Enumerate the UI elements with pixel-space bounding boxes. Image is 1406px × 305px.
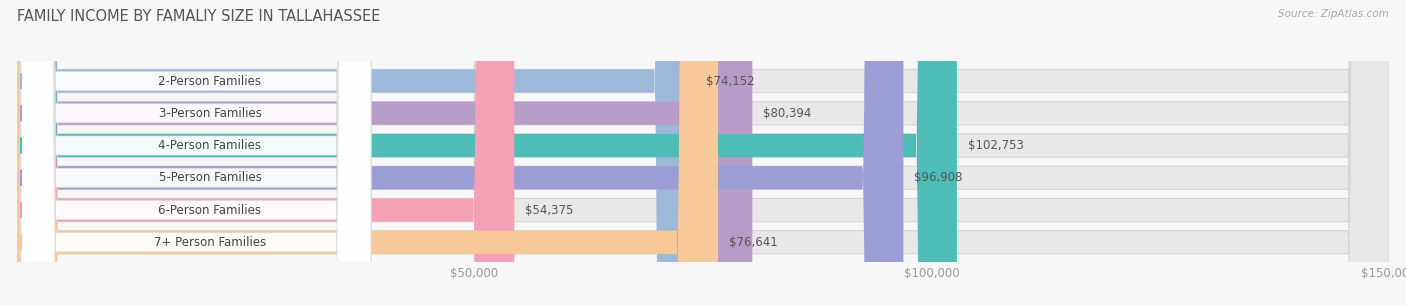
FancyBboxPatch shape bbox=[17, 0, 1389, 305]
FancyBboxPatch shape bbox=[21, 0, 371, 305]
Text: $76,641: $76,641 bbox=[728, 236, 778, 249]
FancyBboxPatch shape bbox=[17, 0, 957, 305]
Text: 4-Person Families: 4-Person Families bbox=[159, 139, 262, 152]
FancyBboxPatch shape bbox=[17, 0, 515, 305]
FancyBboxPatch shape bbox=[17, 0, 1389, 305]
Text: 7+ Person Families: 7+ Person Families bbox=[153, 236, 266, 249]
Text: $54,375: $54,375 bbox=[526, 203, 574, 217]
FancyBboxPatch shape bbox=[17, 0, 904, 305]
FancyBboxPatch shape bbox=[21, 0, 371, 305]
Text: Source: ZipAtlas.com: Source: ZipAtlas.com bbox=[1278, 9, 1389, 19]
Text: $74,152: $74,152 bbox=[706, 74, 755, 88]
Text: 3-Person Families: 3-Person Families bbox=[159, 107, 262, 120]
FancyBboxPatch shape bbox=[17, 0, 1389, 305]
Text: 2-Person Families: 2-Person Families bbox=[159, 74, 262, 88]
Text: $80,394: $80,394 bbox=[763, 107, 811, 120]
Text: $96,908: $96,908 bbox=[914, 171, 963, 184]
FancyBboxPatch shape bbox=[17, 0, 695, 305]
FancyBboxPatch shape bbox=[17, 0, 1389, 305]
FancyBboxPatch shape bbox=[21, 0, 371, 305]
Text: FAMILY INCOME BY FAMALIY SIZE IN TALLAHASSEE: FAMILY INCOME BY FAMALIY SIZE IN TALLAHA… bbox=[17, 9, 380, 24]
FancyBboxPatch shape bbox=[17, 0, 1389, 305]
Text: 5-Person Families: 5-Person Families bbox=[159, 171, 262, 184]
FancyBboxPatch shape bbox=[17, 0, 752, 305]
FancyBboxPatch shape bbox=[21, 0, 371, 305]
FancyBboxPatch shape bbox=[21, 0, 371, 305]
FancyBboxPatch shape bbox=[21, 0, 371, 305]
Text: $102,753: $102,753 bbox=[967, 139, 1024, 152]
FancyBboxPatch shape bbox=[17, 0, 1389, 305]
Text: 6-Person Families: 6-Person Families bbox=[159, 203, 262, 217]
FancyBboxPatch shape bbox=[17, 0, 718, 305]
